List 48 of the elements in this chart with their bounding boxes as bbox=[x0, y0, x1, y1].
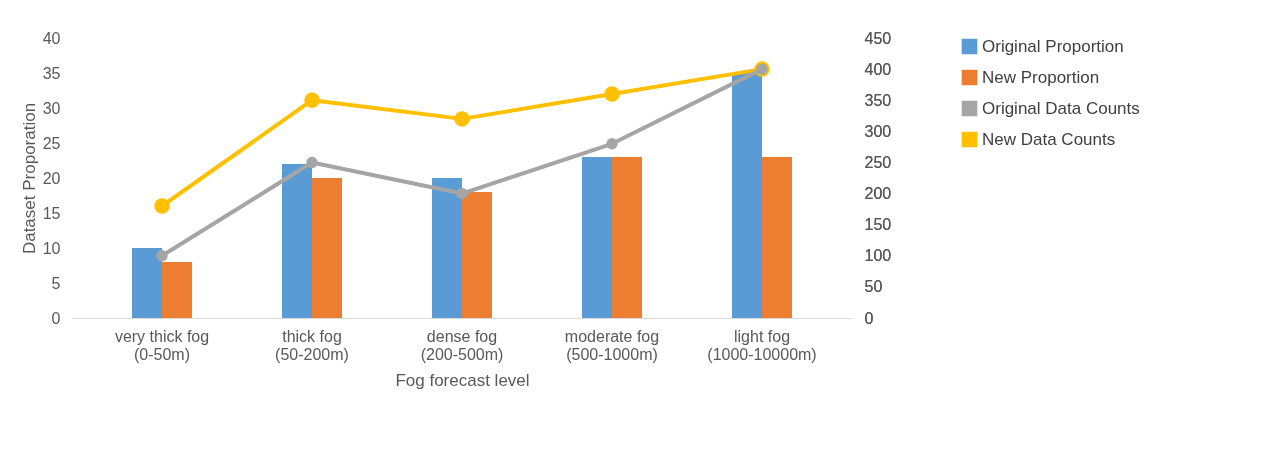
legend-label: New Proportion bbox=[982, 67, 1100, 87]
y2-tick-label: 400 bbox=[864, 60, 892, 78]
point bbox=[454, 111, 470, 127]
bar bbox=[312, 178, 342, 318]
y-tick-label: 20 bbox=[42, 169, 61, 187]
bar bbox=[132, 248, 162, 318]
y2-tick-label: 0 bbox=[864, 309, 874, 327]
legend-label: New Data Counts bbox=[982, 129, 1116, 149]
y2-tick-label: 50 bbox=[864, 278, 883, 296]
y2-tick-label: 100 bbox=[864, 247, 892, 265]
y-tick-label: 35 bbox=[42, 64, 61, 82]
y-axis-title: Dataset Proporation bbox=[19, 102, 39, 255]
bar bbox=[282, 164, 312, 318]
bar bbox=[432, 178, 462, 318]
legend-label: Original Data Counts bbox=[982, 98, 1140, 118]
y-tick-label: 15 bbox=[42, 204, 61, 222]
x-axis-title: Fog forecast level bbox=[395, 370, 530, 390]
point bbox=[154, 198, 170, 214]
y2-tick-label: 150 bbox=[864, 216, 892, 234]
x-tick-label: light fog (1000-10000m) bbox=[707, 327, 817, 363]
x-tick-label: very thick fog (0-50m) bbox=[114, 327, 210, 363]
bar bbox=[732, 73, 762, 318]
point bbox=[156, 250, 168, 262]
y-tick-label: 10 bbox=[42, 239, 61, 257]
x-tick-label: moderate fog (500-1000m) bbox=[564, 327, 660, 363]
point bbox=[304, 92, 320, 108]
y2-tick-label: 300 bbox=[864, 122, 892, 140]
point bbox=[456, 187, 468, 200]
bar bbox=[162, 262, 192, 318]
y-tick-label: 0 bbox=[51, 309, 61, 327]
bar bbox=[582, 157, 612, 318]
point bbox=[306, 156, 318, 169]
bar bbox=[462, 192, 492, 318]
y-tick-label: 40 bbox=[42, 29, 61, 47]
point bbox=[606, 138, 618, 150]
y2-tick-label: 200 bbox=[864, 185, 892, 203]
point bbox=[604, 86, 620, 102]
y-tick-label: 30 bbox=[42, 99, 61, 117]
bar bbox=[612, 157, 642, 318]
x-tick-label: dense fog (200-500m) bbox=[420, 327, 504, 363]
y2-tick-label: 450 bbox=[864, 29, 892, 47]
bar bbox=[762, 157, 792, 318]
y2-tick-label: 350 bbox=[864, 91, 892, 109]
x-tick-label: thick fog (50-200m) bbox=[275, 327, 349, 363]
legend-label: Original Proportion bbox=[982, 36, 1124, 56]
y2-tick-label: 250 bbox=[864, 153, 892, 171]
y-tick-label: 5 bbox=[51, 274, 61, 292]
y-tick-label: 25 bbox=[42, 134, 61, 152]
